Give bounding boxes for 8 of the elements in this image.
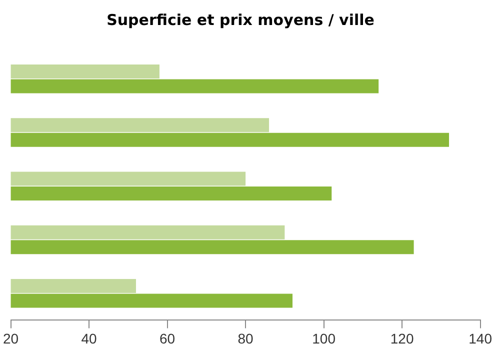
- x-tick-label: 60: [160, 330, 176, 346]
- x-tick-label: 40: [81, 330, 98, 346]
- x-tick-label: 20: [2, 330, 19, 346]
- x-tick-label: 100: [312, 330, 336, 346]
- x-tick-label: 120: [390, 330, 414, 346]
- x-tick-label: 80: [238, 330, 254, 346]
- x-tick-label: 140: [468, 330, 492, 346]
- chart-title: Superficie et prix moyens / ville: [106, 10, 374, 29]
